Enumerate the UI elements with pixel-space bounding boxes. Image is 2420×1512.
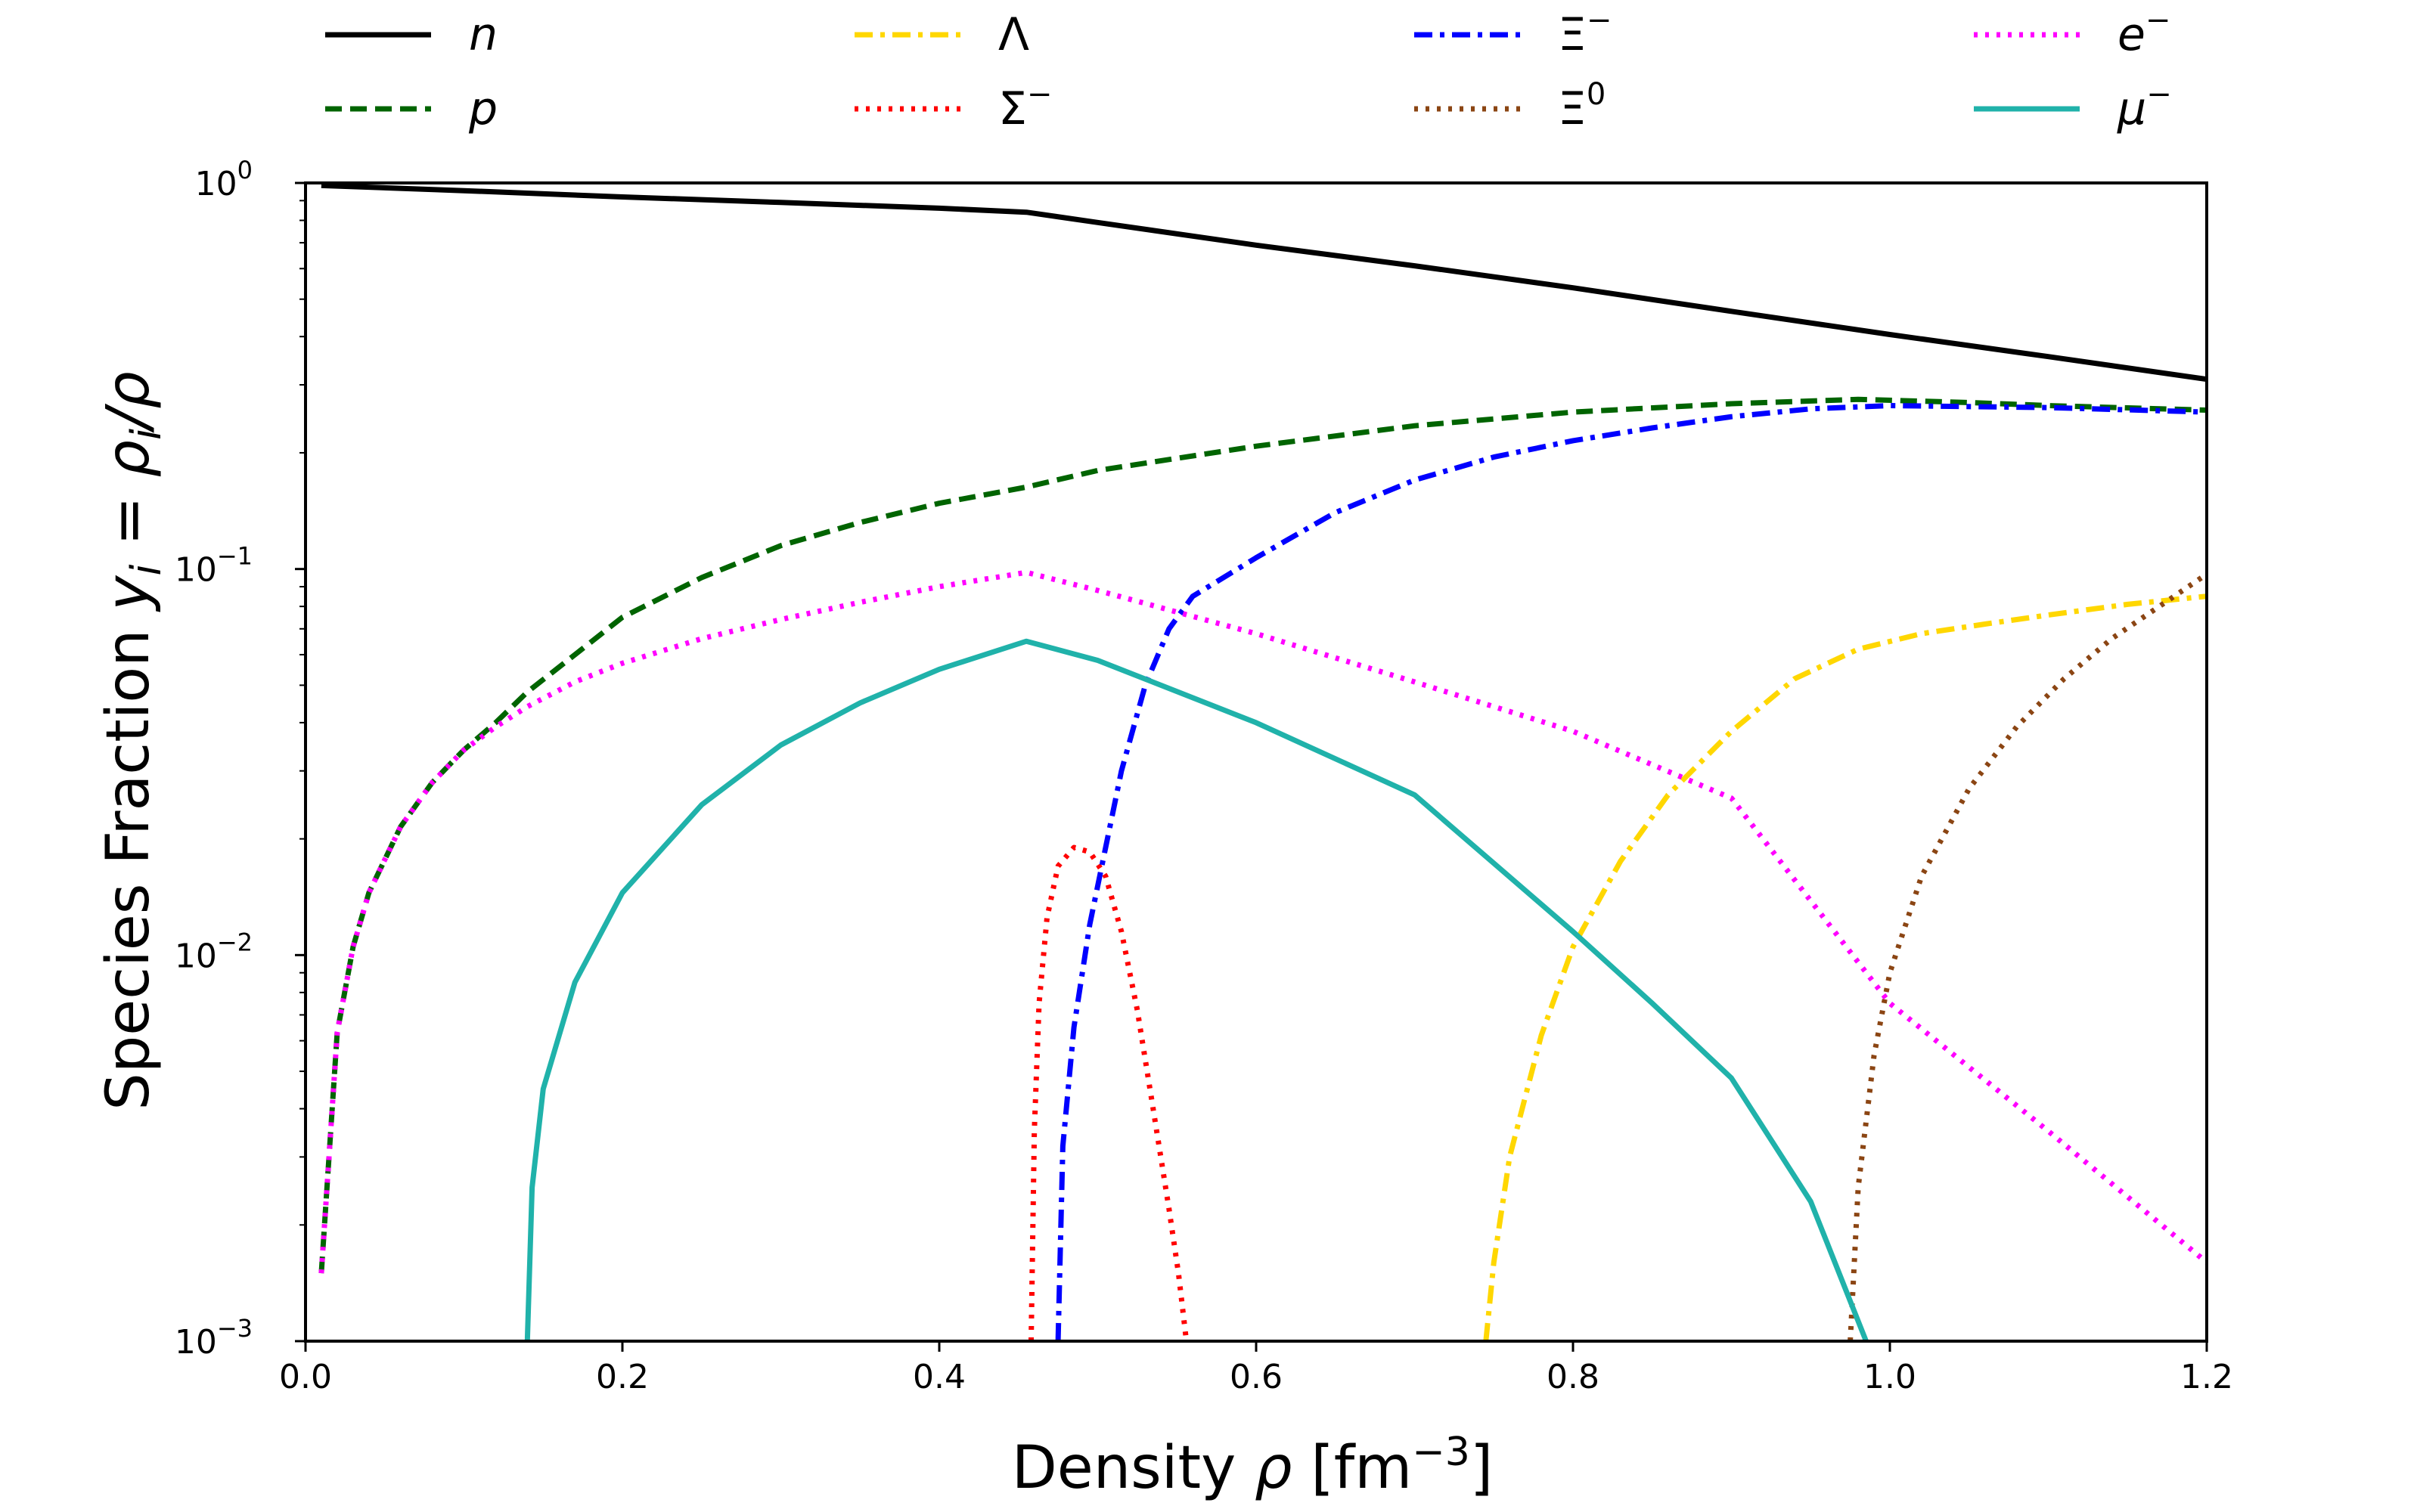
legend-label: n bbox=[469, 8, 498, 61]
x-tick-label: 0.6 bbox=[1230, 1358, 1283, 1396]
legend: np Λ Σ− Ξ− Ξ0 e− μ− bbox=[325, 3, 2172, 135]
y-tick-label: 10−1 bbox=[175, 542, 253, 590]
legend-item: n bbox=[325, 8, 498, 61]
legend-item: Σ− bbox=[855, 77, 1052, 135]
y-tick-label: 10−2 bbox=[175, 928, 253, 975]
legend-label: e− bbox=[2118, 3, 2170, 61]
x-tick-label: 1.0 bbox=[1863, 1358, 1916, 1396]
series-line-4 bbox=[1028, 844, 1190, 1341]
legend-item: p bbox=[325, 82, 498, 135]
legend-item: Ξ− bbox=[1414, 3, 1612, 61]
x-tick-label: 0.4 bbox=[913, 1358, 966, 1396]
legend-label: Ξ− bbox=[1558, 3, 1612, 61]
plot-series bbox=[318, 183, 2207, 1341]
x-axis-ticks: 0.0 0.2 0.4 0.6 0.8 1.0 1.2 bbox=[279, 1341, 2233, 1396]
legend-item: μ− bbox=[1974, 77, 2172, 135]
y-axis-label: Species Fraction yi = ρi/ρ bbox=[95, 371, 170, 1111]
legend-item: e− bbox=[1974, 3, 2170, 61]
legend-label: μ− bbox=[2117, 77, 2172, 135]
y-axis-ticks: 10−3 10−2 10−1 100 bbox=[175, 156, 306, 1362]
y-tick-label: 10−3 bbox=[175, 1314, 253, 1362]
x-tick-label: 0.0 bbox=[279, 1358, 332, 1396]
series-line-8 bbox=[524, 638, 1869, 1341]
series-line-2 bbox=[318, 396, 2207, 1274]
series-line-1 bbox=[321, 183, 2207, 383]
x-tick-label: 0.2 bbox=[596, 1358, 649, 1396]
x-tick-label: 0.8 bbox=[1547, 1358, 1599, 1396]
x-tick-label: 1.2 bbox=[2180, 1358, 2233, 1396]
legend-label: p bbox=[468, 82, 498, 135]
legend-label: Ξ0 bbox=[1558, 77, 1606, 135]
y-tick-label: 100 bbox=[195, 156, 253, 203]
series-line-6 bbox=[1848, 572, 2207, 1341]
legend-label: Σ− bbox=[998, 77, 1052, 135]
series-line-3 bbox=[1483, 593, 2207, 1341]
plot-frame bbox=[304, 181, 2208, 1343]
legend-label: Λ bbox=[998, 8, 1029, 61]
x-axis-label: Density ρ [fm−3] bbox=[1012, 1430, 1494, 1502]
series-line-7 bbox=[318, 569, 2207, 1274]
legend-item: Λ bbox=[855, 8, 1029, 61]
legend-item: Ξ0 bbox=[1414, 77, 1606, 135]
series-line-5 bbox=[1055, 403, 2207, 1341]
